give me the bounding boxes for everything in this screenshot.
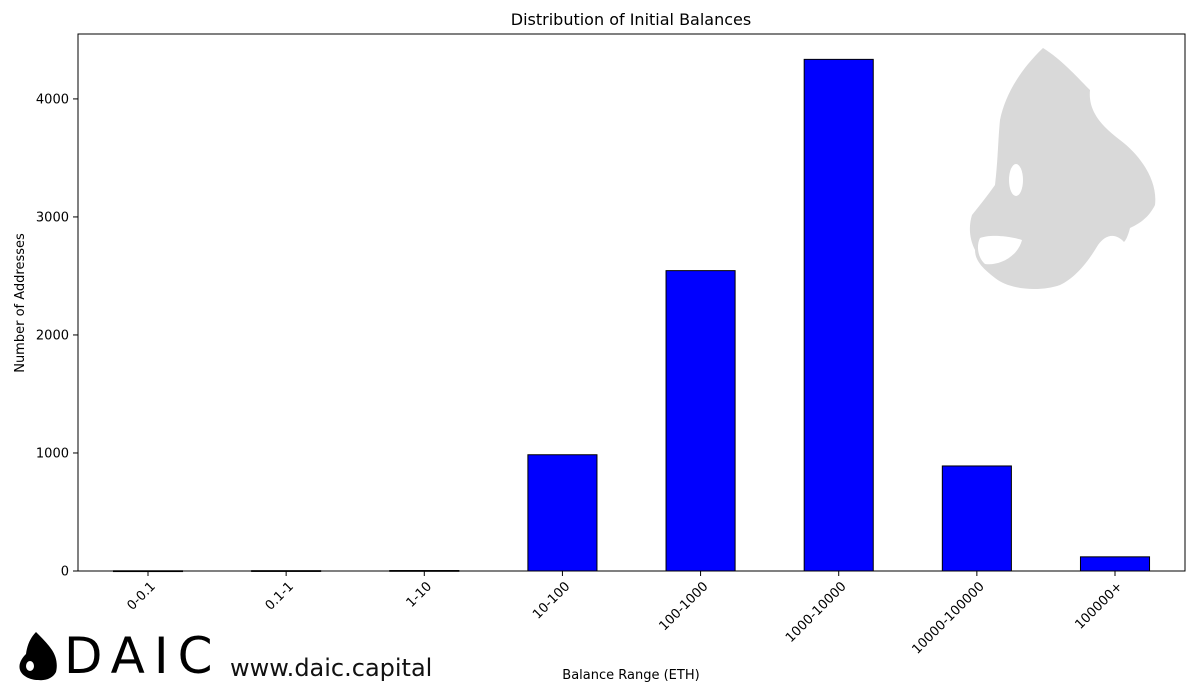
y-tick-label: 0: [61, 565, 69, 580]
y-tick-label: 3000: [36, 210, 69, 225]
bar-1000-10000: [803, 58, 874, 572]
x-tick-label: 0-0.1: [124, 579, 158, 613]
x-tick-label: 1-10: [404, 579, 435, 610]
y-tick-label: 2000: [36, 328, 69, 343]
x-tick-label: 100-1000: [657, 579, 712, 634]
x-axis-label: Balance Range (ETH): [562, 668, 699, 683]
bar-100000+: [1079, 556, 1151, 572]
y-tick-label: 4000: [36, 92, 69, 107]
brand-logo-text: DAIC: [64, 627, 221, 685]
x-tick-label: 1000-10000: [783, 579, 850, 646]
x-axis-ticks: 0-0.1 0.1-1 1-10 10-100 100-1000 1000-10000 10…: [124, 571, 1126, 657]
bar-10000-100000: [941, 465, 1012, 572]
daic-logo: DAIC: [19, 627, 221, 685]
watermark-eye: [1009, 164, 1023, 196]
bar-10-100: [527, 454, 598, 572]
watermark-mouth: [977, 235, 1022, 265]
plot-area-frame: [77, 33, 1186, 572]
y-axis-ticks: 0 1000 2000 3000 4000: [36, 92, 78, 580]
y-axis-label: Number of Addresses: [13, 233, 28, 373]
y-tick-label: 1000: [36, 446, 69, 461]
x-tick-label: 10000-100000: [909, 579, 987, 657]
bar-100-1000: [665, 270, 736, 572]
brand-url: www.daic.capital: [230, 654, 432, 682]
x-tick-label: 10-100: [530, 579, 573, 622]
x-tick-label: 100000+: [1072, 579, 1125, 632]
chart-title: Distribution of Initial Balances: [511, 10, 751, 29]
x-tick-label: 0.1-1: [263, 579, 297, 613]
gorilla-watermark-icon: [969, 48, 1156, 290]
bars-group: [112, 58, 1151, 573]
logo-mouth: [26, 661, 34, 671]
gorilla-logo-icon: [19, 632, 57, 681]
